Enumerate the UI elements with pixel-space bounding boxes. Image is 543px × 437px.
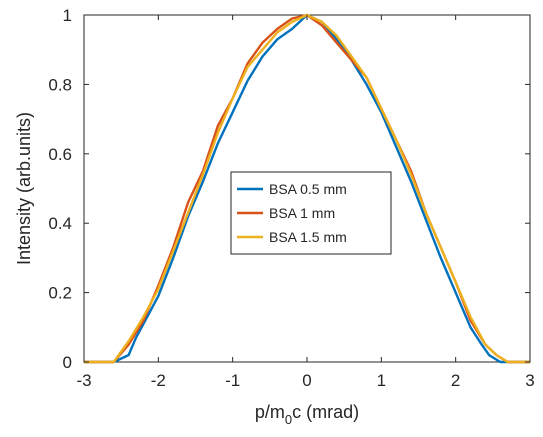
ticks-layer: -3 -2 -1 0 1 2 3 0 0.2 0.4 0.6 0.8 1: [48, 6, 534, 390]
legend-label-2: BSA 1 mm: [269, 205, 335, 221]
y-tick-label: 0.2: [48, 284, 72, 303]
y-axis-label: Intensity (arb.units): [14, 112, 34, 265]
y-tick-label: 0.6: [48, 145, 72, 164]
y-tick-label: 0: [63, 353, 72, 372]
x-tick-label: 1: [377, 371, 386, 390]
x-axis-label-tail: c (mrad): [292, 402, 359, 422]
x-tick-label: -3: [76, 371, 91, 390]
legend-label-1: BSA 0.5 mm: [269, 181, 347, 197]
legend: BSA 0.5 mm BSA 1 mm BSA 1.5 mm: [230, 171, 392, 255]
x-axis-label: p/m0c (mrad): [255, 402, 359, 427]
legend-items: BSA 0.5 mm BSA 1 mm BSA 1.5 mm: [237, 181, 347, 245]
legend-label-3: BSA 1.5 mm: [269, 229, 347, 245]
x-tick-label: -2: [151, 371, 166, 390]
x-tick-label: 3: [525, 371, 534, 390]
y-tick-label: 0.8: [48, 75, 72, 94]
y-tick-label: 0.4: [48, 214, 72, 233]
series-line-3: [84, 13, 530, 364]
x-tick-label: 0: [302, 371, 311, 390]
x-axis-label-main: p/m: [255, 402, 285, 422]
x-tick-label: -1: [225, 371, 240, 390]
x-axis-label-subscript: 0: [285, 412, 292, 427]
y-tick-label: 1: [63, 6, 72, 25]
x-tick-label: 2: [451, 371, 460, 390]
